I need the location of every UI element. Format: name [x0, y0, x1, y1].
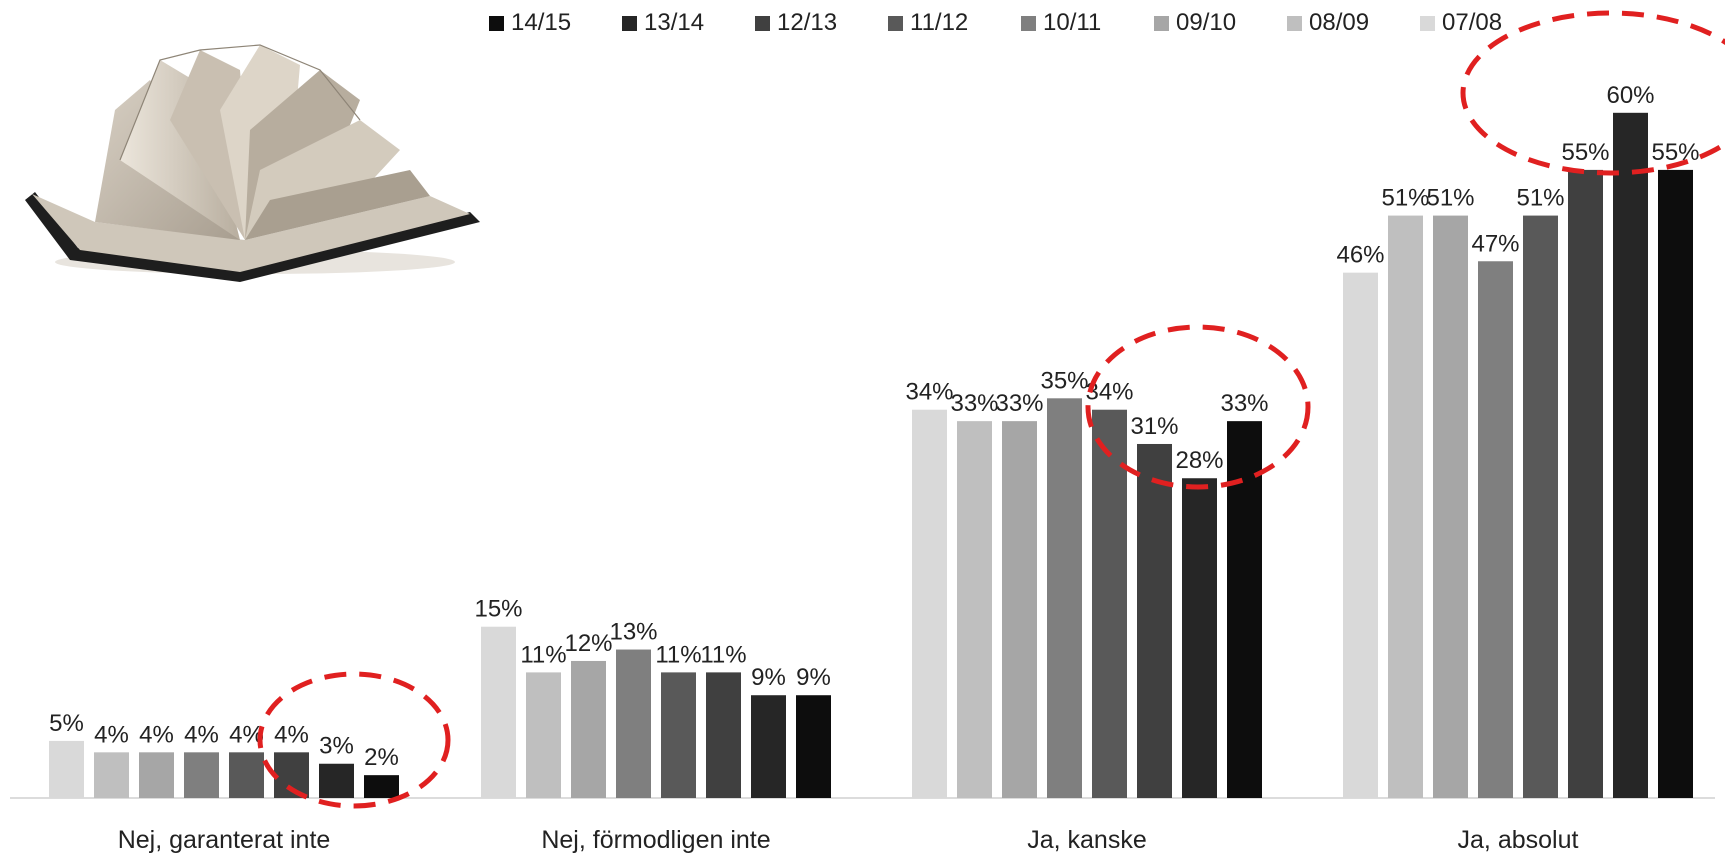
bar-ja-kanske-12-13 [1137, 443, 1172, 798]
legend-label: 13/14 [644, 9, 705, 36]
value-label-nej-garanterat-inte-08-09: 4% [94, 721, 129, 748]
legend-item-07-08: 07/08 [1420, 9, 1503, 36]
value-label-nej-f-rmodligen-inte-11-12: 11% [655, 641, 701, 668]
category-label-ja-kanske: Ja, kanske [1027, 826, 1147, 854]
value-label-nej-f-rmodligen-inte-10-11: 13% [609, 619, 657, 646]
bar-nej-garanterat-inte-10-11 [184, 752, 219, 798]
legend-label: 10/11 [1043, 9, 1102, 36]
bar-nej-f-rmodligen-inte-07-08 [481, 626, 516, 798]
bar-nej-f-rmodligen-inte-12-13 [706, 672, 741, 798]
legend-item-12-13: 12/13 [755, 9, 838, 36]
value-label-ja-kanske-08-09: 33% [950, 390, 998, 417]
bar-nej-garanterat-inte-11-12 [229, 752, 264, 798]
value-label-ja-kanske-10-11: 35% [1040, 367, 1088, 394]
category-labels-layer: Nej, garanterat inte Nej, förmodligen int… [118, 826, 1579, 854]
value-label-ja-absolut-12-13: 55% [1561, 139, 1609, 166]
bar-nej-f-rmodligen-inte-14-15 [796, 695, 831, 798]
legend-swatch [622, 15, 637, 31]
bar-ja-kanske-09-10 [1002, 421, 1037, 798]
value-label-nej-garanterat-inte-09-10: 4% [139, 721, 174, 748]
bar-ja-kanske-08-09 [957, 421, 992, 798]
bar-ja-absolut-07-08 [1343, 272, 1378, 798]
value-label-ja-kanske-12-13: 31% [1130, 413, 1178, 440]
bar-ja-absolut-08-09 [1388, 215, 1423, 798]
highlight-circle-nej-garanterat [257, 671, 451, 809]
legend-swatch [1021, 15, 1036, 31]
value-label-nej-garanterat-inte-07-08: 5% [49, 710, 84, 737]
legend-swatch [1420, 15, 1435, 31]
highlight-circles [257, 10, 1725, 809]
bar-nej-f-rmodligen-inte-10-11 [616, 649, 651, 798]
value-labels-layer: 5% 4% 4% 4% 4% 4% 3% 2%15%11%12%13%11%11%9% 9%34… [49, 82, 1699, 771]
legend-swatch [1287, 15, 1302, 31]
legend-label: 09/10 [1176, 9, 1237, 36]
legend-swatch [1154, 15, 1169, 31]
highlight-circle-ja-kanske [1085, 324, 1311, 490]
bar-nej-f-rmodligen-inte-09-10 [571, 660, 606, 798]
bar-nej-garanterat-inte-13-14 [319, 763, 354, 798]
value-label-ja-kanske-09-10: 33% [995, 390, 1043, 417]
legend-swatch [888, 15, 903, 31]
value-label-ja-kanske-14-15: 33% [1220, 390, 1268, 417]
bar-ja-absolut-13-14 [1613, 112, 1648, 799]
value-label-ja-absolut-14-15: 55% [1651, 139, 1699, 166]
legend-label: 12/13 [777, 9, 838, 36]
bar-ja-kanske-11-12 [1092, 409, 1127, 798]
highlight-circle-ja-absolut [1460, 10, 1725, 176]
value-label-nej-garanterat-inte-14-15: 2% [364, 744, 399, 771]
bar-nej-f-rmodligen-inte-13-14 [751, 695, 786, 798]
value-label-nej-f-rmodligen-inte-07-08: 15% [474, 596, 522, 623]
value-label-ja-kanske-07-08: 34% [905, 379, 953, 406]
value-label-nej-f-rmodligen-inte-14-15: 9% [796, 664, 831, 691]
legend-item-10-11: 10/11 [1021, 9, 1102, 36]
bars-layer [49, 112, 1693, 799]
legend-item-08-09: 08/09 [1287, 9, 1370, 36]
open-book-icon [25, 44, 480, 282]
value-label-ja-absolut-09-10: 51% [1426, 185, 1474, 212]
value-label-nej-f-rmodligen-inte-12-13: 11% [700, 641, 746, 668]
value-label-nej-garanterat-inte-12-13: 4% [274, 721, 309, 748]
value-label-ja-absolut-08-09: 51% [1381, 185, 1429, 212]
legend-item-13-14: 13/14 [622, 9, 705, 36]
bar-ja-absolut-11-12 [1523, 215, 1558, 798]
bar-nej-f-rmodligen-inte-08-09 [526, 672, 561, 798]
category-label-nej-garanterat-inte: Nej, garanterat inte [118, 826, 331, 854]
bar-ja-absolut-14-15 [1658, 169, 1693, 798]
bar-nej-garanterat-inte-07-08 [49, 740, 84, 798]
value-label-ja-absolut-07-08: 46% [1336, 242, 1384, 269]
bar-nej-garanterat-inte-14-15 [364, 775, 399, 798]
value-label-ja-kanske-13-14: 28% [1175, 447, 1223, 474]
bar-ja-absolut-10-11 [1478, 261, 1513, 798]
bar-ja-kanske-10-11 [1047, 398, 1082, 798]
value-label-nej-f-rmodligen-inte-09-10: 12% [564, 630, 612, 657]
value-label-ja-absolut-10-11: 47% [1471, 230, 1519, 257]
value-label-nej-garanterat-inte-13-14: 3% [319, 733, 354, 760]
value-label-nej-f-rmodligen-inte-13-14: 9% [751, 664, 786, 691]
value-label-ja-absolut-13-14: 60% [1606, 82, 1654, 109]
legend-swatch [755, 15, 770, 31]
legend-label: 07/08 [1442, 9, 1503, 36]
category-label-nej-f-rmodligen-inte: Nej, förmodligen inte [541, 826, 770, 854]
bar-nej-garanterat-inte-09-10 [139, 752, 174, 798]
bar-ja-absolut-09-10 [1433, 215, 1468, 798]
bar-nej-f-rmodligen-inte-11-12 [661, 672, 696, 798]
bar-ja-absolut-12-13 [1568, 169, 1603, 798]
bar-ja-kanske-14-15 [1227, 421, 1262, 798]
legend-item-11-12: 11/12 [888, 9, 969, 36]
bar-ja-kanske-07-08 [912, 409, 947, 798]
legend-swatch [489, 15, 504, 31]
value-label-nej-f-rmodligen-inte-08-09: 11% [520, 641, 566, 668]
category-label-ja-absolut: Ja, absolut [1458, 826, 1579, 854]
legend-item-09-10: 09/10 [1154, 9, 1237, 36]
legend-label: 08/09 [1309, 9, 1370, 36]
legend-label: 14/15 [511, 9, 572, 36]
bar-nej-garanterat-inte-08-09 [94, 752, 129, 798]
legend-item-14-15: 14/15 [489, 9, 572, 36]
legend-label: 11/12 [910, 9, 969, 36]
value-label-nej-garanterat-inte-10-11: 4% [184, 721, 219, 748]
value-label-ja-absolut-11-12: 51% [1516, 185, 1564, 212]
bar-ja-kanske-13-14 [1182, 478, 1217, 798]
